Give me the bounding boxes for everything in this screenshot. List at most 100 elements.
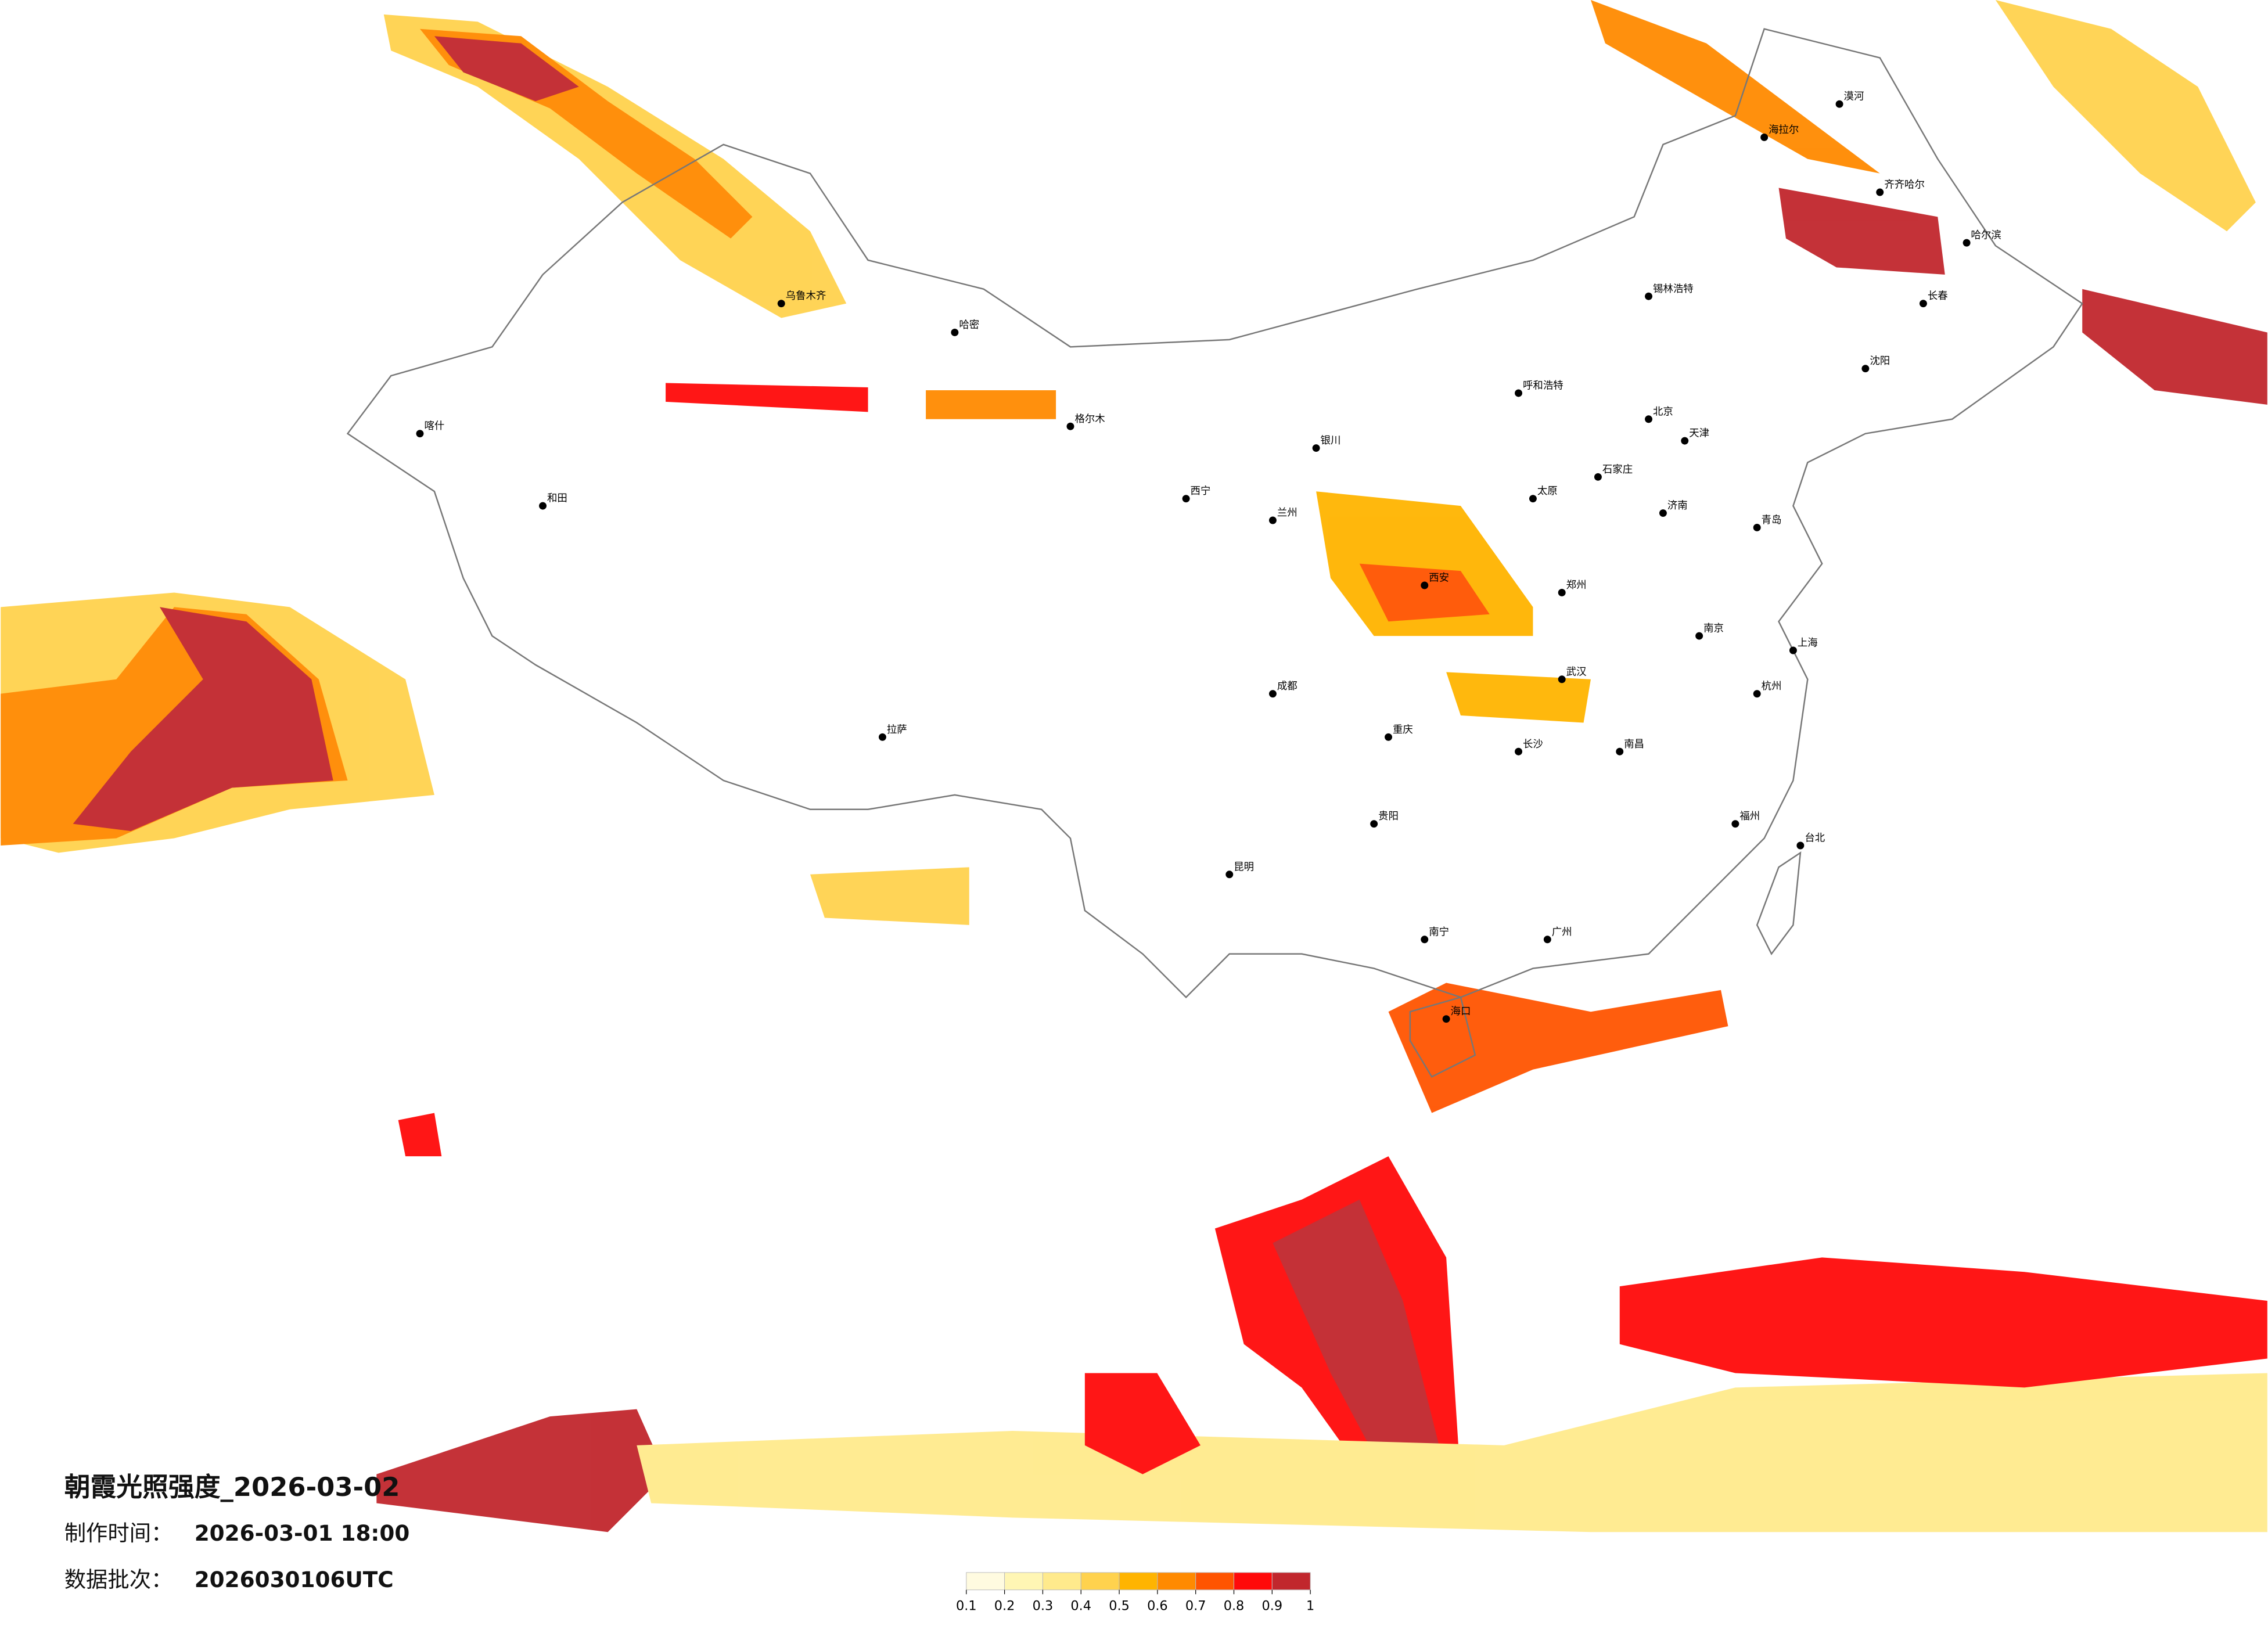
colorbar-box [1271, 1572, 1311, 1591]
city-label: 兰州 [1277, 508, 1297, 519]
city-label: 哈尔滨 [1971, 230, 2001, 242]
city-dot [1835, 100, 1843, 108]
city-label: 杭州 [1762, 681, 1782, 692]
city-dot [1182, 495, 1190, 503]
city-dot [1796, 841, 1805, 850]
city-label: 天津 [1689, 428, 1709, 440]
city-dot [539, 502, 547, 510]
colorbar-tick-label: 0.2 [994, 1599, 1015, 1614]
colorbar-box [1042, 1572, 1081, 1591]
colorbar-tick-label: 0.1 [956, 1599, 977, 1614]
city-dot [1919, 300, 1927, 308]
colorbar-box [1157, 1572, 1196, 1591]
city-dot [1385, 733, 1393, 741]
city-dot [1529, 495, 1537, 503]
city-dot [416, 430, 424, 438]
city-dot [1645, 415, 1653, 423]
city-dot [1760, 133, 1769, 141]
borders [346, 28, 2083, 1078]
city-label: 乌鲁木齐 [786, 290, 826, 302]
city-dot [777, 300, 785, 308]
city-label: 太原 [1537, 485, 1558, 497]
city-label: 郑州 [1566, 580, 1587, 591]
city-label: 贵阳 [1378, 811, 1399, 822]
city-dot [1225, 870, 1234, 879]
colorbar-box [1080, 1572, 1120, 1591]
city-dot [1268, 516, 1277, 524]
city-label: 海拉尔 [1769, 124, 1799, 136]
city-dot [1695, 632, 1703, 640]
colorbar-tick-label: 0.3 [1033, 1599, 1054, 1614]
city-label: 台北 [1805, 833, 1825, 844]
city-label: 锡林浩特 [1653, 283, 1694, 295]
city-label: 南昌 [1624, 739, 1644, 750]
city-label: 拉萨 [887, 724, 907, 736]
city-dot [1753, 690, 1761, 698]
city-dot [1543, 936, 1551, 944]
colorbar-tick-label: 0.4 [1070, 1599, 1091, 1614]
city-label: 南京 [1703, 623, 1724, 635]
city-label: 北京 [1653, 406, 1673, 418]
city-label: 长春 [1928, 290, 1948, 302]
made-time: 2026-03-01 18:00 [195, 1520, 410, 1546]
city-label: 呼和浩特 [1523, 380, 1563, 392]
city-label: 石家庄 [1602, 464, 1633, 476]
city-dot [878, 733, 886, 741]
city-label: 齐齐哈尔 [1884, 179, 1925, 191]
made-label: 制作时间： [64, 1520, 173, 1546]
batch-label: 数据批次： [64, 1567, 173, 1592]
colorbar-tick-label: 0.9 [1262, 1599, 1283, 1614]
colorbar: 0.1 0.2 0.3 0.4 0.5 0.6 0.7 0.8 0.9 1 [956, 1572, 1314, 1614]
city-label: 格尔木 [1074, 413, 1105, 425]
colorbar-box [1195, 1572, 1235, 1591]
city-label: 南宁 [1429, 926, 1449, 938]
city-label: 重庆 [1393, 724, 1413, 736]
city-dot [951, 328, 959, 336]
batch: 2026030106UTC [195, 1567, 394, 1592]
city-label: 青岛 [1762, 515, 1782, 526]
colorbar-box [966, 1572, 1005, 1591]
city-dot [1421, 581, 1429, 589]
colorbar-tick-label: 1 [1306, 1599, 1314, 1614]
city-dot [1421, 936, 1429, 944]
city-label: 长沙 [1523, 739, 1543, 750]
city-label: 哈密 [959, 319, 979, 331]
city-dot [1558, 675, 1566, 684]
city-dot [1645, 292, 1653, 300]
city-label: 银川 [1321, 435, 1341, 447]
colorbar-tick-label: 0.6 [1147, 1599, 1168, 1614]
city-label: 沈阳 [1870, 355, 1890, 367]
city-label: 成都 [1277, 681, 1297, 692]
city-dot [1442, 1015, 1450, 1023]
city-label: 武汉 [1566, 666, 1587, 678]
city-label: 上海 [1798, 638, 1818, 649]
colorbar-box [1234, 1572, 1273, 1591]
colorbar-box [1004, 1572, 1043, 1591]
title: 朝霞光照强度_2026-03-02 [64, 1472, 400, 1502]
city-dot [1876, 188, 1884, 196]
colorbar-tick-label: 0.8 [1224, 1599, 1245, 1614]
city-dot [1681, 437, 1689, 445]
city-dot [1789, 646, 1797, 654]
city-label: 西宁 [1191, 485, 1211, 497]
city-dot [1268, 690, 1277, 698]
city-label: 和田 [547, 493, 567, 505]
city-dot [1515, 389, 1523, 397]
city-dot [1963, 239, 1971, 247]
colorbar-tick-label: 0.7 [1185, 1599, 1206, 1614]
city-dot [1753, 523, 1761, 531]
city-dot [1861, 365, 1870, 373]
city-dot [1731, 820, 1739, 828]
city-dot [1616, 747, 1624, 756]
city-label: 福州 [1739, 811, 1760, 822]
city-dot [1558, 588, 1566, 596]
city-label: 喀什 [424, 420, 444, 432]
city-label: 漠河 [1844, 91, 1864, 103]
city-dot [1066, 422, 1074, 430]
city-label: 昆明 [1234, 861, 1254, 873]
city-label: 广州 [1552, 926, 1572, 938]
city-dot [1312, 444, 1320, 452]
